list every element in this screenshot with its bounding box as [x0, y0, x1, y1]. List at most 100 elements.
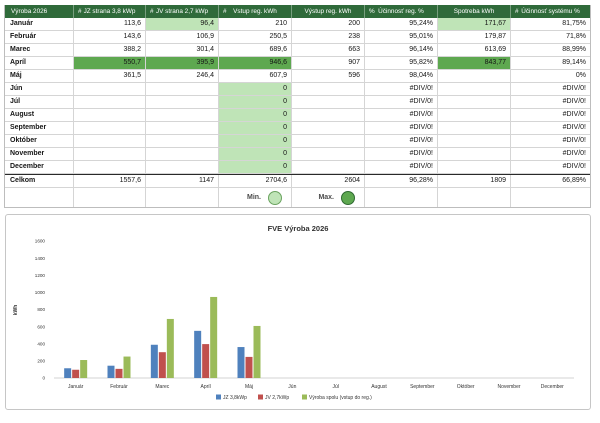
cell-vystup[interactable]: 907 — [292, 57, 365, 70]
cell-spotreba[interactable] — [438, 109, 511, 122]
cell-spotreba[interactable]: 171,67 — [438, 18, 511, 31]
header-cell-vystup[interactable]: Výstup reg. kWh — [292, 5, 365, 18]
empty-cell[interactable] — [365, 188, 438, 207]
total-vystup[interactable]: 2604 — [292, 175, 365, 188]
cell-jv[interactable]: 106,9 — [146, 31, 219, 44]
cell-ucinnost-reg[interactable]: #DIV/0! — [365, 96, 438, 109]
cell-vystup[interactable] — [292, 83, 365, 96]
header-cell-jz[interactable]: # JZ strana 3,8 kWp — [74, 5, 146, 18]
cell-vstup[interactable]: 0 — [219, 122, 292, 135]
cell-ucinnost-systemu[interactable]: 89,14% — [511, 57, 590, 70]
cell-jz[interactable] — [74, 161, 146, 174]
cell-jv[interactable]: 301,4 — [146, 44, 219, 57]
cell-ucinnost-systemu[interactable]: #DIV/0! — [511, 135, 590, 148]
cell-ucinnost-systemu[interactable]: #DIV/0! — [511, 109, 590, 122]
cell-jz[interactable] — [74, 148, 146, 161]
header-cell-ucinnost-systemu[interactable]: # Účinnosť systému % — [511, 5, 590, 18]
cell-jz[interactable]: 550,7 — [74, 57, 146, 70]
cell-jv[interactable] — [146, 161, 219, 174]
cell-vystup[interactable] — [292, 96, 365, 109]
empty-cell[interactable] — [438, 188, 511, 207]
cell-jv[interactable] — [146, 83, 219, 96]
cell-vstup[interactable]: 946,6 — [219, 57, 292, 70]
cell-jz[interactable]: 388,2 — [74, 44, 146, 57]
cell-spotreba[interactable] — [438, 122, 511, 135]
cell-spotreba[interactable]: 843,77 — [438, 57, 511, 70]
cell-ucinnost-reg[interactable]: 95,01% — [365, 31, 438, 44]
cell-vystup[interactable] — [292, 109, 365, 122]
cell-vystup[interactable]: 596 — [292, 70, 365, 83]
cell-jv[interactable] — [146, 148, 219, 161]
min-legend-cell[interactable]: Min. — [219, 188, 292, 207]
cell-vystup[interactable] — [292, 148, 365, 161]
cell-jz[interactable] — [74, 109, 146, 122]
cell-ucinnost-systemu[interactable]: #DIV/0! — [511, 148, 590, 161]
cell-vystup[interactable] — [292, 135, 365, 148]
cell-jv[interactable] — [146, 96, 219, 109]
header-cell-jv[interactable]: # JV strana 2,7 kWp — [146, 5, 219, 18]
cell-jz[interactable]: 143,6 — [74, 31, 146, 44]
cell-spotreba[interactable] — [438, 83, 511, 96]
month-cell[interactable]: Júl — [5, 96, 74, 109]
cell-ucinnost-systemu[interactable]: 71,8% — [511, 31, 590, 44]
cell-spotreba[interactable] — [438, 96, 511, 109]
cell-ucinnost-systemu[interactable]: #DIV/0! — [511, 122, 590, 135]
cell-ucinnost-reg[interactable]: #DIV/0! — [365, 109, 438, 122]
cell-spotreba[interactable] — [438, 70, 511, 83]
cell-ucinnost-systemu[interactable]: 81,75% — [511, 18, 590, 31]
cell-vstup[interactable]: 0 — [219, 161, 292, 174]
cell-jv[interactable]: 395,9 — [146, 57, 219, 70]
cell-jz[interactable] — [74, 122, 146, 135]
cell-vstup[interactable]: 0 — [219, 96, 292, 109]
total-ucinnost-systemu[interactable]: 66,89% — [511, 175, 590, 188]
cell-vstup[interactable]: 0 — [219, 135, 292, 148]
cell-vystup[interactable]: 200 — [292, 18, 365, 31]
cell-ucinnost-systemu[interactable]: #DIV/0! — [511, 96, 590, 109]
total-jz[interactable]: 1557,6 — [74, 175, 146, 188]
cell-ucinnost-systemu[interactable]: 0% — [511, 70, 590, 83]
cell-ucinnost-reg[interactable]: #DIV/0! — [365, 148, 438, 161]
cell-vstup[interactable]: 250,5 — [219, 31, 292, 44]
cell-ucinnost-reg[interactable]: #DIV/0! — [365, 161, 438, 174]
cell-vstup[interactable]: 0 — [219, 109, 292, 122]
cell-ucinnost-reg[interactable]: 98,04% — [365, 70, 438, 83]
cell-ucinnost-systemu[interactable]: #DIV/0! — [511, 161, 590, 174]
header-cell-title[interactable]: Výroba 2026 — [5, 5, 74, 18]
month-cell[interactable]: September — [5, 122, 74, 135]
cell-vystup[interactable] — [292, 161, 365, 174]
cell-vystup[interactable] — [292, 122, 365, 135]
month-cell[interactable]: December — [5, 161, 74, 174]
month-cell[interactable]: August — [5, 109, 74, 122]
cell-ucinnost-reg[interactable]: #DIV/0! — [365, 122, 438, 135]
cell-ucinnost-reg[interactable]: #DIV/0! — [365, 135, 438, 148]
cell-vstup[interactable]: 0 — [219, 83, 292, 96]
header-cell-ucinnost-reg[interactable]: % Účinnosť reg. % — [365, 5, 438, 18]
cell-vstup[interactable]: 210 — [219, 18, 292, 31]
cell-ucinnost-reg[interactable]: 96,14% — [365, 44, 438, 57]
cell-jz[interactable]: 361,5 — [74, 70, 146, 83]
cell-jv[interactable]: 96,4 — [146, 18, 219, 31]
cell-ucinnost-reg[interactable]: 95,82% — [365, 57, 438, 70]
month-cell[interactable]: Október — [5, 135, 74, 148]
cell-spotreba[interactable]: 179,87 — [438, 31, 511, 44]
cell-vystup[interactable]: 663 — [292, 44, 365, 57]
cell-spotreba[interactable]: 613,69 — [438, 44, 511, 57]
cell-vstup[interactable]: 689,6 — [219, 44, 292, 57]
header-cell-vstup[interactable]: # Vstup reg. kWh — [219, 5, 292, 18]
header-cell-spotreba[interactable]: Spotreba kWh — [438, 5, 511, 18]
cell-jv[interactable] — [146, 122, 219, 135]
cell-jz[interactable]: 113,6 — [74, 18, 146, 31]
month-cell[interactable]: Január — [5, 18, 74, 31]
production-chart[interactable]: FVE Výroba 2026 kWh 0 200 400 600 800 1000 1200 1… — [5, 214, 591, 410]
cell-jz[interactable] — [74, 83, 146, 96]
month-cell[interactable]: Máj — [5, 70, 74, 83]
cell-ucinnost-systemu[interactable]: 88,99% — [511, 44, 590, 57]
totals-label-cell[interactable]: Celkom — [5, 175, 74, 188]
empty-cell[interactable] — [74, 188, 146, 207]
max-legend-cell[interactable]: Max. — [292, 188, 365, 207]
total-ucinnost-reg[interactable]: 96,28% — [365, 175, 438, 188]
empty-cell[interactable] — [5, 188, 74, 207]
cell-spotreba[interactable] — [438, 161, 511, 174]
cell-jz[interactable] — [74, 135, 146, 148]
month-cell[interactable]: Marec — [5, 44, 74, 57]
